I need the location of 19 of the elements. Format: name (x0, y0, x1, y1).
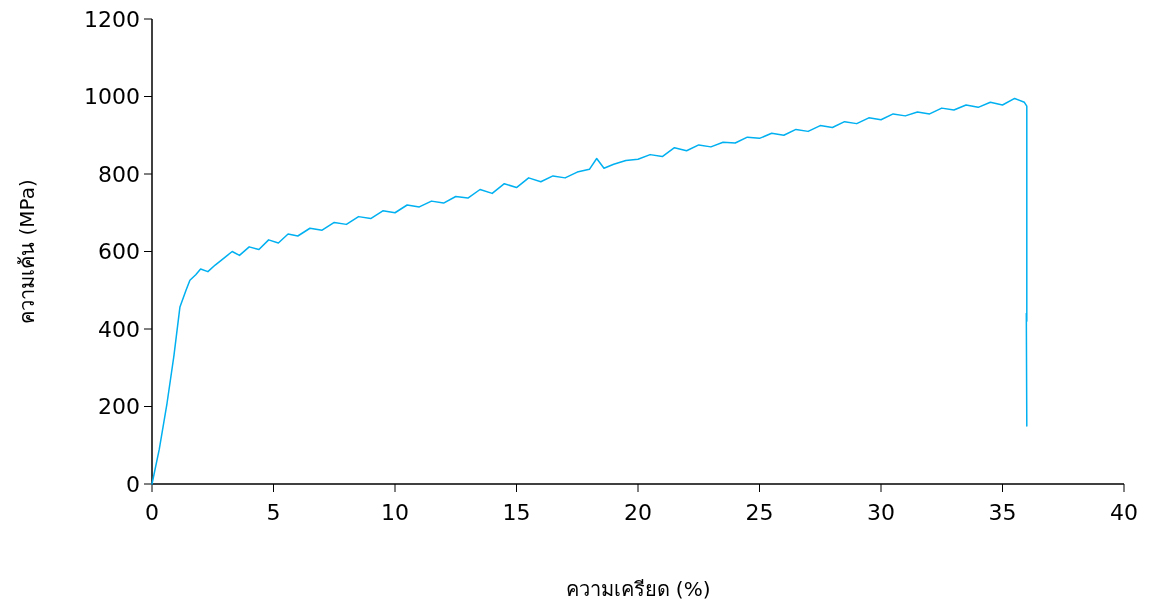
line-series (151, 97, 1028, 485)
x-axis-title: ความเครียด (%) (565, 577, 711, 601)
x-tick-label: 30 (867, 500, 895, 525)
y-tick-label: 600 (98, 239, 140, 265)
y-tick-label: 0 (126, 471, 140, 497)
y-tick-label: 1200 (84, 6, 140, 32)
x-tick-label: 35 (988, 500, 1017, 525)
y-axis-title: ความเค้น (MPa) (15, 179, 39, 324)
x-tick-label: 15 (502, 500, 531, 525)
x-tick-label: 20 (624, 500, 652, 525)
x-tick-label: 5 (266, 500, 281, 525)
x-tick-label: 0 (145, 500, 159, 525)
y-tick-label: 200 (98, 394, 140, 420)
x-tick-label: 25 (745, 500, 774, 525)
y-tick-label: 800 (98, 161, 140, 187)
x-tick-label: 40 (1110, 500, 1138, 525)
y-tick-label: 400 (98, 316, 140, 342)
x-tick-label: 10 (381, 500, 409, 525)
y-tick-label: 1000 (84, 84, 140, 110)
